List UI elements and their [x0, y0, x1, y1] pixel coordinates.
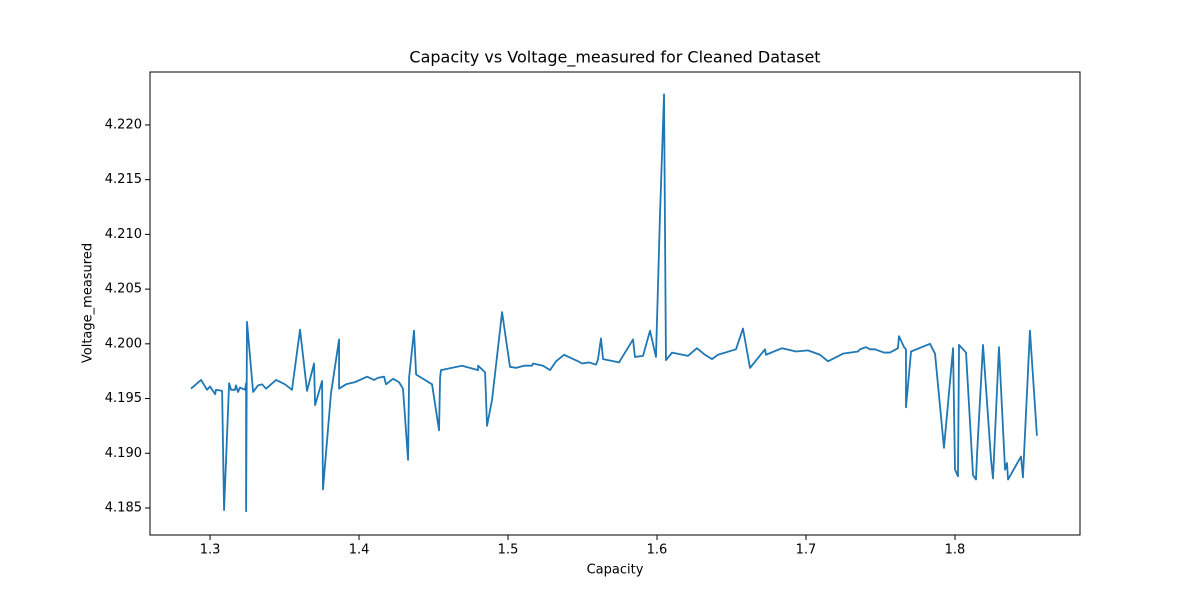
x-tick-label: 1.4	[349, 543, 370, 558]
y-tick-label: 4.210	[105, 227, 142, 242]
plot-frame	[149, 71, 1081, 536]
y-tick-label: 4.215	[105, 172, 142, 187]
y-tick-label: 4.200	[105, 336, 142, 351]
x-tick-label: 1.3	[200, 543, 221, 558]
x-tick-label: 1.5	[498, 543, 519, 558]
x-tick-label: 1.7	[796, 543, 817, 558]
chart-title: Capacity vs Voltage_measured for Cleaned…	[409, 48, 820, 68]
x-tick-label: 1.6	[647, 543, 668, 558]
y-axis-label: Voltage_measured	[81, 243, 96, 363]
data-line	[190, 93, 1038, 513]
y-tick-label: 4.195	[105, 391, 142, 406]
y-tick-label: 4.220	[105, 117, 142, 132]
x-tick-label: 1.8	[945, 543, 966, 558]
y-tick-label: 4.205	[105, 282, 142, 297]
y-tick-label: 4.185	[105, 500, 142, 515]
x-axis-label: Capacity	[587, 563, 644, 578]
y-tick-label: 4.190	[105, 446, 142, 461]
